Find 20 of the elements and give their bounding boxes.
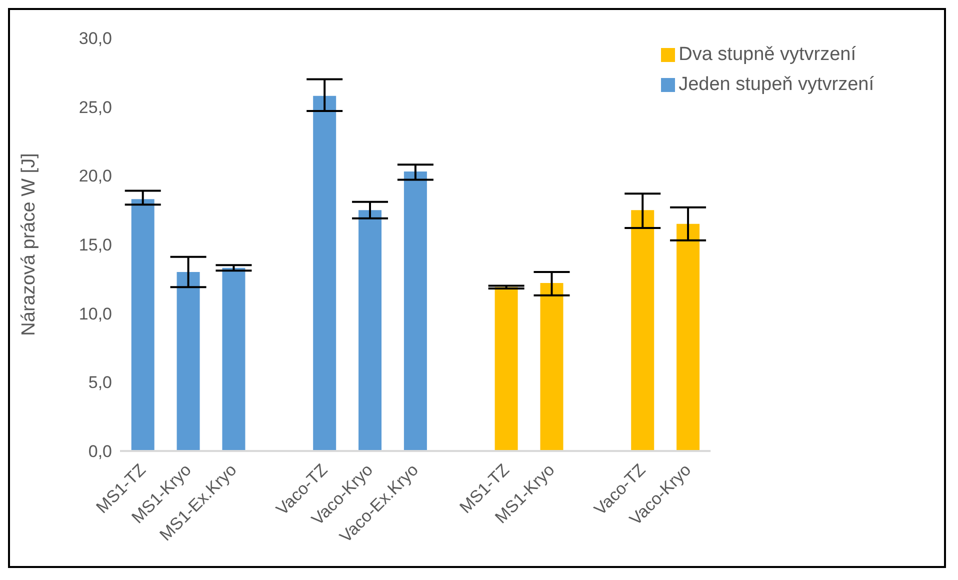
bar — [313, 96, 336, 451]
legend-label: Dva stupně vytvrzení — [678, 44, 856, 65]
bar — [222, 268, 246, 451]
bar — [131, 199, 154, 451]
y-axis-title: Nárazová práce W [J] — [18, 153, 40, 336]
y-tick-label: 20,0 — [78, 166, 112, 186]
bar — [494, 287, 518, 451]
bar — [631, 210, 654, 451]
bar — [176, 272, 200, 451]
bar — [404, 172, 427, 451]
legend-label: Jeden stupeň vytvrzení — [678, 74, 874, 95]
bar — [676, 224, 700, 451]
y-tick-label: 25,0 — [78, 98, 112, 117]
y-tick-label: 15,0 — [78, 236, 112, 255]
bar — [540, 283, 564, 451]
y-tick-label: 30,0 — [78, 29, 112, 48]
y-tick-label: 10,0 — [78, 304, 112, 324]
y-tick-label: 5,0 — [88, 373, 112, 392]
y-tick-label: 0,0 — [88, 442, 112, 462]
bar — [358, 210, 382, 451]
